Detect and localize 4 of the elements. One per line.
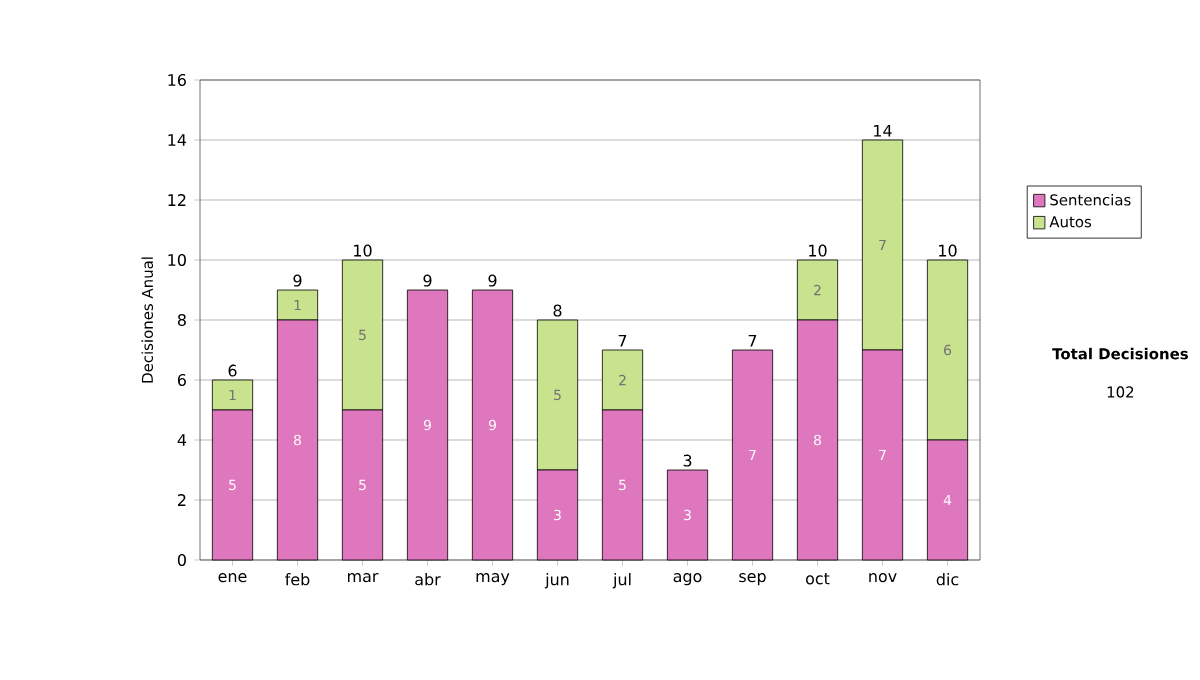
bar xyxy=(731,349,774,561)
bar xyxy=(471,289,514,561)
bar xyxy=(406,289,449,561)
bar xyxy=(666,469,709,561)
